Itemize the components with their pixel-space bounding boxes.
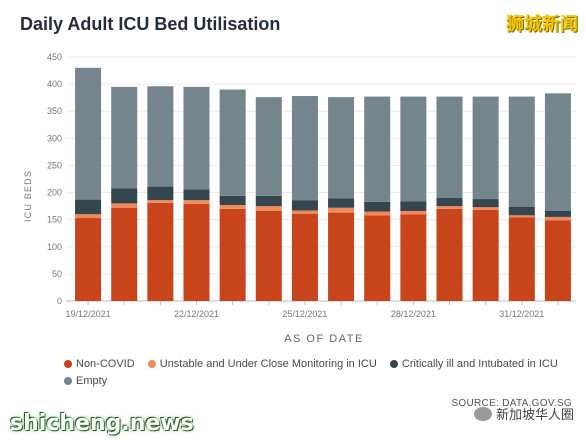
bar-non-covid[interactable] [508, 217, 535, 301]
bar-non-covid[interactable] [544, 220, 571, 301]
x-tick-label: 19/12/2021 [66, 309, 111, 319]
legend-item-non-covid[interactable]: Non-COVID [64, 356, 135, 372]
bar-non-covid[interactable] [291, 213, 318, 301]
bar-non-covid[interactable] [400, 214, 427, 301]
bar-critical[interactable] [111, 188, 138, 204]
bar-unstable[interactable] [75, 214, 102, 219]
legend-marker-critical [389, 360, 398, 368]
y-tick-label: 450 [47, 52, 62, 62]
y-tick-label: 200 [47, 188, 62, 198]
bar-critical[interactable] [544, 210, 571, 217]
bar-empty[interactable] [400, 96, 427, 202]
legend-marker-unstable [147, 360, 156, 368]
wechat-icon [473, 406, 492, 421]
legend-label: Unstable and Under Close Monitoring in I… [159, 358, 377, 370]
bar-critical[interactable] [147, 186, 174, 201]
bar-unstable[interactable] [472, 207, 499, 210]
source-note: SOURCE: DATA.GOV.SG [451, 398, 572, 409]
grid-lines [66, 56, 576, 302]
bar-unstable[interactable] [328, 207, 355, 213]
y-tick-label: 100 [47, 242, 62, 252]
bar-empty[interactable] [508, 96, 535, 207]
bar-critical[interactable] [75, 199, 102, 215]
bar-non-covid[interactable] [219, 208, 246, 301]
bar-critical[interactable] [364, 201, 391, 212]
bar-non-covid[interactable] [183, 203, 210, 301]
bar-critical[interactable] [472, 199, 499, 208]
bar-unstable[interactable] [183, 200, 210, 204]
wechat-label: 新加坡华人圈 [495, 407, 574, 422]
watermark-logo: 狮城新闻 [506, 14, 578, 35]
bar-critical[interactable] [328, 198, 355, 208]
bar-critical[interactable] [436, 197, 463, 207]
bar-critical[interactable] [219, 195, 246, 206]
y-tick-label: 350 [47, 106, 62, 116]
x-tick-label: 22/12/2021 [174, 309, 219, 319]
y-axis-ticks: 0 50 100 150 200 250 300 350 400 450 [47, 52, 62, 306]
bar-unstable[interactable] [291, 210, 318, 214]
bar-empty[interactable] [111, 86, 138, 189]
y-tick-label: 250 [47, 160, 62, 170]
bar-non-covid[interactable] [111, 207, 138, 301]
bar-unstable[interactable] [544, 216, 571, 221]
legend-label: Critically ill and Intubated in ICU [401, 358, 558, 370]
y-tick-label: 0 [57, 296, 62, 306]
bar-critical[interactable] [255, 195, 282, 207]
y-tick-label: 400 [47, 79, 62, 89]
y-axis-label: ICU BEDS [23, 170, 33, 222]
bar-unstable[interactable] [400, 210, 427, 215]
legend-marker-empty [64, 377, 72, 385]
bar-non-covid[interactable] [364, 215, 391, 301]
legend-item-critical[interactable]: Critically ill and Intubated in ICU [389, 356, 558, 372]
bar-non-covid[interactable] [472, 209, 499, 301]
bar-non-covid[interactable] [328, 212, 355, 301]
x-tick-label: 25/12/2021 [282, 309, 327, 319]
bar-unstable[interactable] [111, 203, 138, 208]
x-axis-label: AS OF DATE [284, 333, 364, 345]
y-tick-label: 50 [52, 269, 62, 279]
bar-empty[interactable] [147, 86, 174, 187]
legend-label: Non-COVID [76, 358, 135, 370]
legend-label: Empty [76, 375, 108, 387]
bar-unstable[interactable] [219, 205, 246, 209]
legend-item-empty[interactable]: Empty [64, 373, 107, 389]
wechat-watermark: 新加坡华人圈 [473, 404, 574, 423]
y-tick-label: 300 [47, 133, 62, 143]
bar-empty[interactable] [219, 89, 246, 196]
bar-critical[interactable] [291, 200, 318, 211]
x-tick-label: 31/12/2021 [499, 309, 544, 319]
bar-empty[interactable] [75, 67, 102, 200]
bar-unstable[interactable] [255, 206, 282, 211]
bar-non-covid[interactable] [75, 218, 102, 301]
bar-empty[interactable] [183, 86, 210, 190]
bar-empty[interactable] [328, 97, 355, 199]
bar-chart: 0 50 100 150 200 250 300 350 400 450 19/12/2021 22… [23, 52, 576, 345]
site-watermark: shicheng.news [10, 411, 194, 436]
bar-empty[interactable] [255, 97, 282, 196]
bar-unstable[interactable] [508, 215, 535, 218]
bar-empty[interactable] [472, 96, 499, 200]
bar-non-covid[interactable] [436, 208, 463, 301]
bar-empty[interactable] [544, 93, 571, 211]
bar-non-covid[interactable] [147, 202, 174, 301]
bar-empty[interactable] [291, 96, 318, 201]
bar-critical[interactable] [508, 206, 535, 216]
bars-group [75, 67, 571, 301]
bar-critical[interactable] [400, 201, 427, 211]
y-tick-label: 150 [47, 215, 62, 225]
bar-unstable[interactable] [147, 200, 174, 203]
bar-unstable[interactable] [436, 206, 463, 209]
legend-marker-non-covid [64, 360, 72, 368]
bar-empty[interactable] [436, 96, 463, 198]
bar-unstable[interactable] [364, 211, 391, 216]
legend: Non-COVID Unstable and Under Close Monit… [64, 356, 584, 390]
chart-title: Daily Adult ICU Bed Utilisation [20, 14, 281, 34]
bar-non-covid[interactable] [255, 210, 282, 301]
x-axis-ticks: 19/12/2021 22/12/2021 25/12/2021 28/12/2021… [66, 301, 559, 319]
legend-item-unstable[interactable]: Unstable and Under Close Monitoring in I… [147, 356, 377, 372]
bar-critical[interactable] [183, 189, 210, 201]
bar-empty[interactable] [364, 96, 391, 202]
x-tick-label: 28/12/2021 [391, 309, 436, 319]
